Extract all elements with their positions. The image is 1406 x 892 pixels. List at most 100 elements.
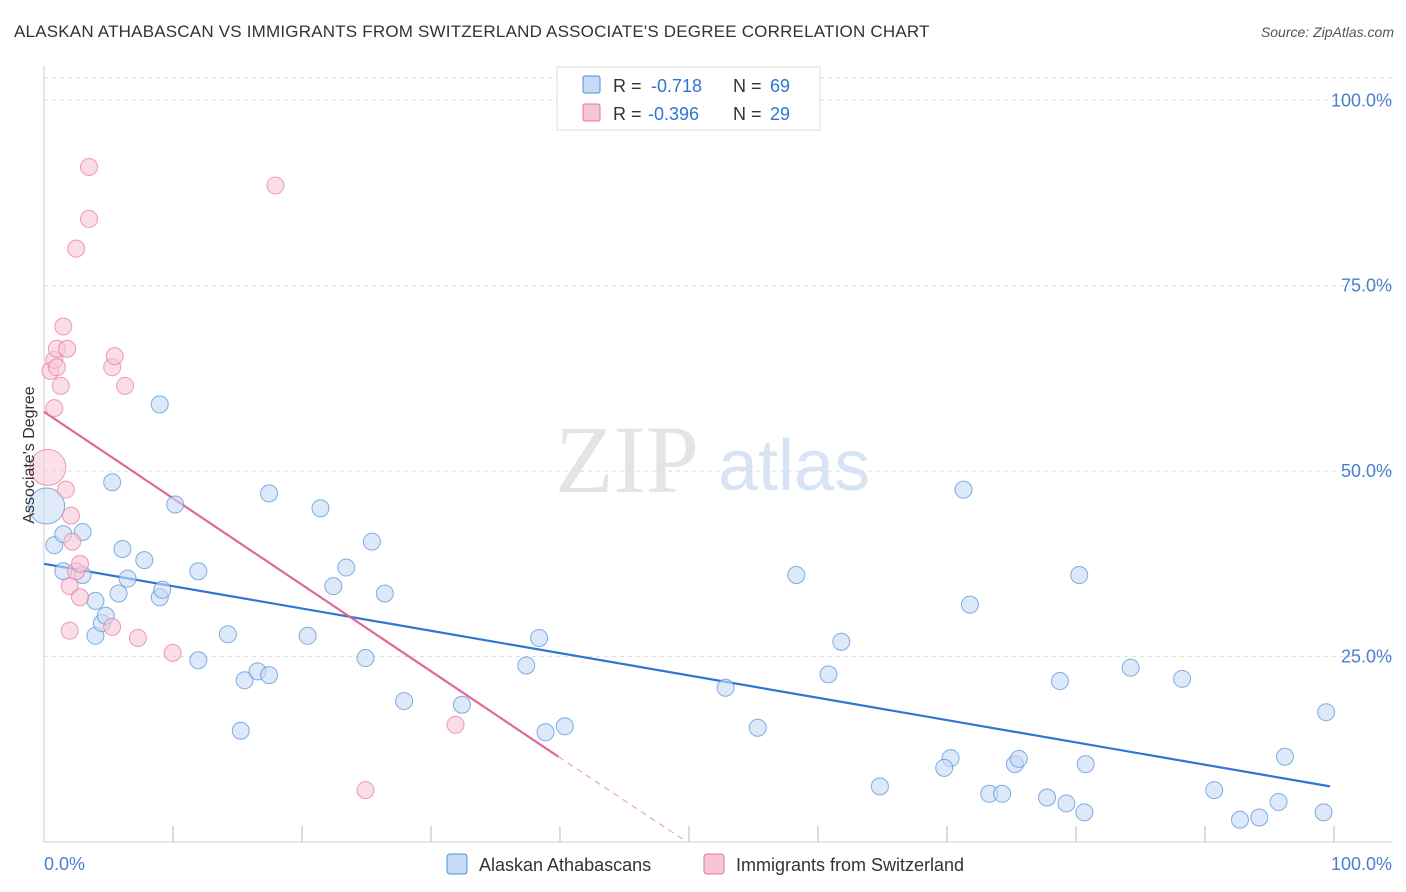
y-tick-label: 25.0% <box>1341 647 1392 667</box>
blue-point <box>1314 803 1333 822</box>
bottom-legend-swatch-pink <box>703 853 725 875</box>
y-axis-label: Associate's Degree <box>21 386 38 523</box>
bottom-legend-swatch-blue <box>446 853 468 875</box>
blue-point <box>337 558 356 577</box>
blue-point <box>189 651 208 670</box>
blue-point <box>748 718 767 737</box>
blue-point <box>530 629 549 648</box>
blue-point <box>28 487 66 525</box>
y-tick-label: 75.0% <box>1341 276 1392 296</box>
data-points <box>28 158 1336 829</box>
legend-n-label-blue: N = <box>733 76 767 96</box>
blue-point <box>819 665 838 684</box>
pink-point <box>71 588 90 607</box>
blue-point <box>103 473 122 492</box>
pink-point <box>60 621 79 640</box>
blue-point <box>1075 803 1094 822</box>
blue-point <box>452 695 471 714</box>
pink-point <box>45 399 64 418</box>
blue-point <box>954 480 973 499</box>
pink-point <box>60 577 79 596</box>
pink-point <box>62 506 81 525</box>
blue-point <box>1250 808 1269 827</box>
source-label: Source: ZipAtlas.com <box>1260 24 1394 40</box>
pink-point <box>105 347 124 366</box>
blue-point <box>311 499 330 518</box>
legend-n-value-blue: 69 <box>770 76 790 96</box>
blue-point <box>135 551 154 570</box>
blue-point <box>150 395 169 414</box>
legend-swatch-pink <box>582 103 601 122</box>
pink-point <box>56 480 75 499</box>
y-tick-label: 50.0% <box>1341 461 1392 481</box>
legend-r-value-blue: -0.718 <box>651 76 702 96</box>
blue-point <box>260 666 279 685</box>
blue-point <box>960 595 979 614</box>
blue-point <box>1076 755 1095 774</box>
bottom-legend-label-blue: Alaskan Athabascans <box>479 855 651 875</box>
bottom-legend: Alaskan Athabascans Immigrants from Swit… <box>446 853 964 875</box>
blue-point <box>1050 672 1069 691</box>
blue-point <box>166 495 185 514</box>
pink-point <box>446 715 465 734</box>
blue-point <box>1173 669 1192 688</box>
pink-point <box>80 158 99 177</box>
blue-point <box>153 580 172 599</box>
x-tick-label: 100.0% <box>1331 854 1392 874</box>
blue-point <box>1038 788 1057 807</box>
blue-point <box>555 717 574 736</box>
pink-point <box>103 617 122 636</box>
blue-point <box>1230 810 1249 829</box>
blue-point <box>218 625 237 644</box>
y-tick-label: 100.0% <box>1331 90 1392 110</box>
blue-point <box>235 671 254 690</box>
top-legend: R = -0.718 N = 69 R = -0.396 N = 29 <box>556 66 821 131</box>
blue-point <box>298 626 317 645</box>
watermark-zip: ZIP <box>555 406 699 513</box>
blue-point <box>231 721 250 740</box>
bottom-legend-label-pink: Immigrants from Switzerland <box>736 855 964 875</box>
legend-r-label-pink: R = <box>613 104 647 124</box>
blue-point <box>260 484 279 503</box>
legend-swatch-blue <box>582 75 601 94</box>
legend-r-value-pink: -0.396 <box>648 104 699 124</box>
blue-point <box>395 692 414 711</box>
pink-point <box>356 781 375 800</box>
blue-point <box>935 758 954 777</box>
pink-point <box>54 317 73 336</box>
blue-point <box>1057 794 1076 813</box>
blue-point <box>86 591 105 610</box>
blue-trend-line <box>43 562 1331 788</box>
legend-n-value-pink: 29 <box>770 104 790 124</box>
blue-point <box>870 777 889 796</box>
pink-point <box>128 629 147 648</box>
blue-point <box>1275 747 1294 766</box>
pink-point <box>163 643 182 662</box>
pink-point <box>67 239 86 258</box>
blue-point <box>517 656 536 675</box>
blue-point <box>113 540 132 559</box>
x-tick-label: 0.0% <box>44 854 85 874</box>
pink-point <box>80 209 99 228</box>
chart-title: ALASKAN ATHABASCAN VS IMMIGRANTS FROM SW… <box>14 22 930 41</box>
blue-point <box>993 784 1012 803</box>
pink-point <box>29 448 67 486</box>
grid-lines <box>44 77 1392 658</box>
legend-n-label-pink: N = <box>733 104 767 124</box>
blue-point <box>362 532 381 551</box>
blue-point <box>375 584 394 603</box>
blue-point <box>109 584 128 603</box>
blue-point <box>118 569 137 588</box>
blue-point <box>716 678 735 697</box>
x-tick-labels: 0.0% 100.0% <box>44 854 1392 874</box>
blue-point <box>832 632 851 651</box>
blue-point <box>1269 792 1288 811</box>
pink-trend-extension <box>558 756 688 843</box>
blue-point <box>787 565 806 584</box>
blue-point <box>1009 749 1028 768</box>
pink-point <box>51 376 70 395</box>
blue-point <box>1121 658 1140 677</box>
blue-point <box>1070 565 1089 584</box>
blue-point <box>356 649 375 668</box>
